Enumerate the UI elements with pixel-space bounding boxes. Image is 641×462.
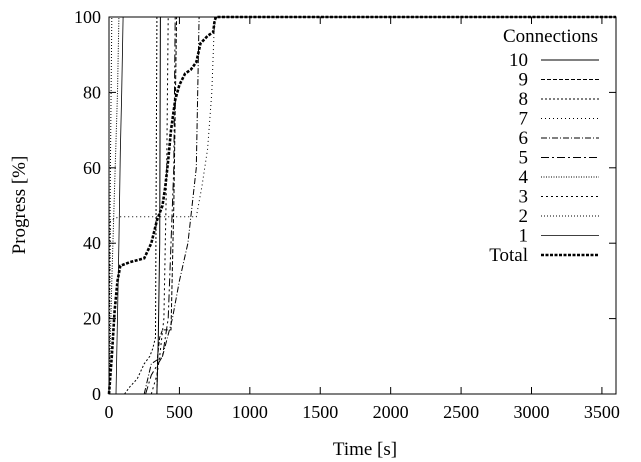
legend-label-9: 9 (519, 70, 529, 91)
y-tick-label: 80 (83, 82, 101, 102)
x-tick-label: 3000 (514, 402, 550, 422)
legend-label-5: 5 (519, 148, 529, 169)
x-tick-label: 500 (166, 402, 193, 422)
legend-label-2: 2 (519, 206, 529, 227)
legend-title: Connections (503, 26, 598, 47)
y-axis-label: Progress [%] (9, 156, 30, 255)
series-line-9 (156, 16, 616, 395)
x-tick-label: 2000 (373, 402, 409, 422)
series-layer (107, 15, 616, 395)
legend-label-7: 7 (519, 109, 529, 130)
y-tick-label: 20 (83, 309, 101, 329)
series-line-8 (124, 16, 616, 395)
x-axis-label: Time [s] (333, 439, 397, 460)
y-tick-label: 100 (74, 7, 101, 27)
legend-label-8: 8 (519, 89, 529, 110)
axes-layer: 0 500 1000 1500 2000 2500 3000 3500 0 20 40 60 80 100 (74, 7, 620, 422)
legend-label-4: 4 (519, 167, 529, 188)
series-line-10 (156, 16, 616, 395)
legend-label-1: 1 (519, 226, 529, 247)
x-tick-label: 1000 (232, 402, 268, 422)
y-tick-label: 40 (83, 233, 101, 253)
series-line-6 (143, 16, 616, 395)
legend-label-6: 6 (519, 128, 529, 149)
series-line-5 (145, 16, 616, 395)
x-tick-label: 2500 (443, 402, 479, 422)
x-tick-label: 0 (105, 402, 114, 422)
x-tick-label: 1500 (302, 402, 338, 422)
legend-label-total: Total (489, 245, 528, 266)
legend-label-10: 10 (509, 50, 528, 71)
x-tick-label: 3500 (584, 402, 620, 422)
legend-label-3: 3 (519, 187, 529, 208)
series-line-3 (150, 16, 616, 395)
y-tick-label: 60 (83, 158, 101, 178)
series-line-total (107, 15, 616, 395)
y-tick-label: 0 (92, 384, 101, 404)
series-line-1 (115, 16, 616, 395)
